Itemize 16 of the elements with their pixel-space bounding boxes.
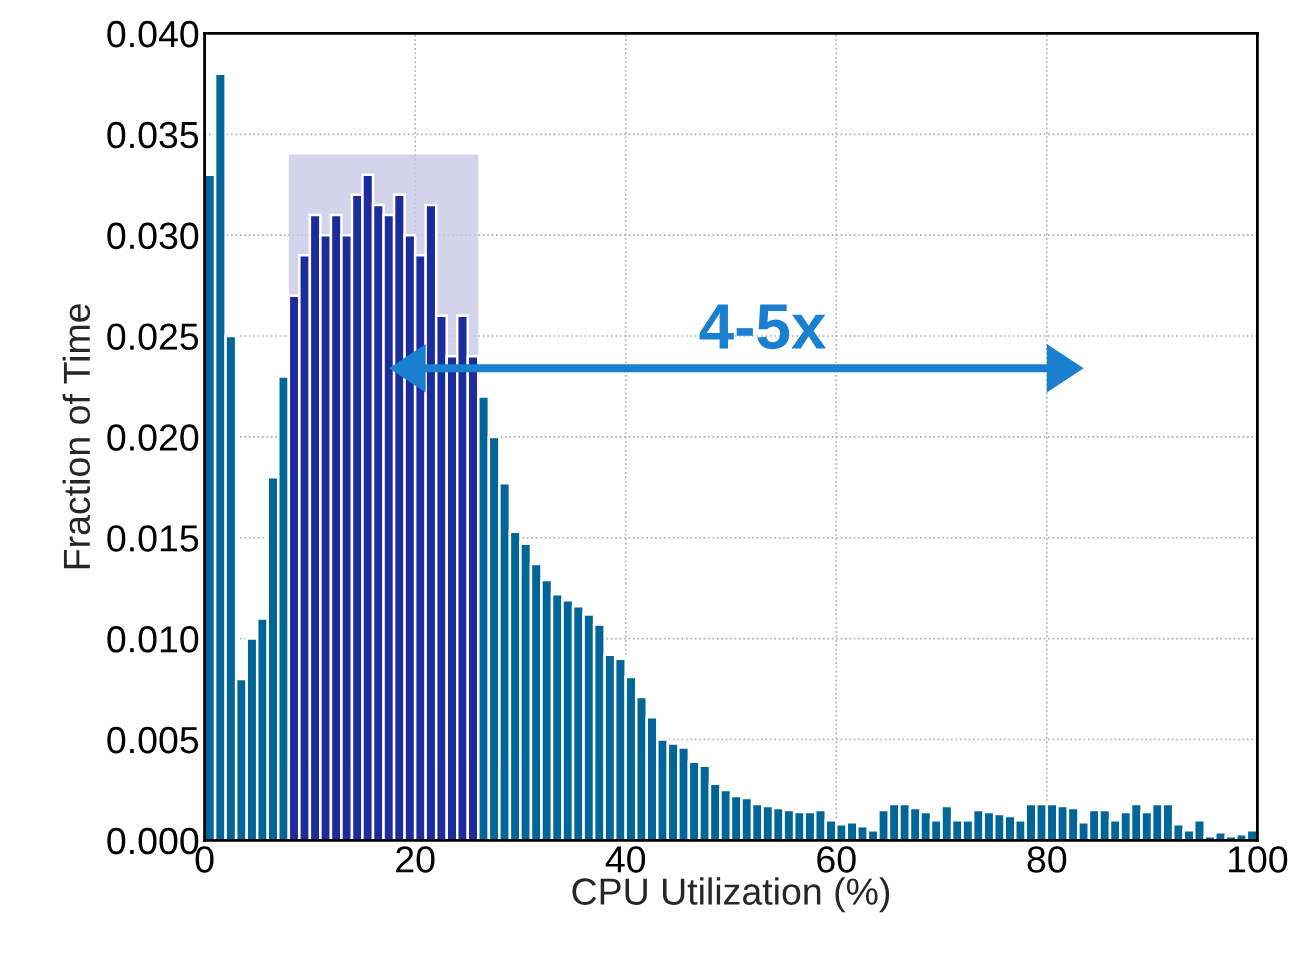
annotation: 4-5x: [699, 304, 827, 350]
y-axis-title: Fraction of Time: [62, 304, 91, 569]
y-tick-label: 0.035: [107, 121, 199, 149]
y-tick-label: 0.010: [107, 626, 199, 653]
x-axis-title: CPU Utilization (%): [572, 877, 890, 913]
y-tick-label: 0.015: [107, 525, 199, 552]
y-tick-label: 0.005: [107, 726, 199, 754]
y-tick-label: 0.020: [107, 424, 199, 451]
y-tick-label: 0.030: [107, 222, 199, 250]
x-tick-label: 40: [605, 846, 646, 873]
x-tick-label: 20: [396, 846, 435, 873]
x-tick-label: 60: [817, 846, 856, 873]
x-tick-label: 80: [1027, 846, 1067, 873]
x-tick-label: 100: [1228, 846, 1288, 873]
y-tick-label: 0.025: [107, 323, 199, 350]
y-tick-label: 0.040: [107, 20, 199, 48]
